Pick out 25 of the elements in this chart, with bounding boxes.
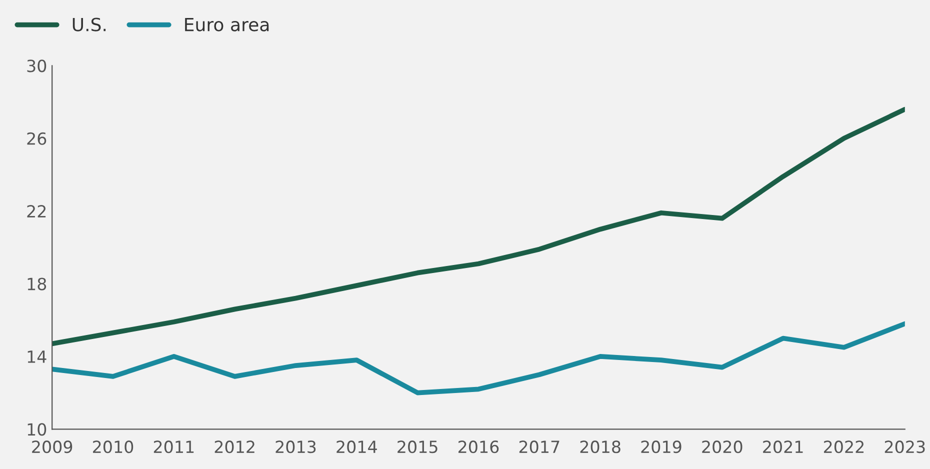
x-tick-label: 2014 xyxy=(336,440,377,454)
legend-label: U.S. xyxy=(72,18,106,32)
legend-label: Euro area xyxy=(185,18,269,32)
x-tick-label: 2015 xyxy=(398,440,438,454)
line-series xyxy=(52,106,905,346)
x-tick-label: 2012 xyxy=(214,440,254,454)
y-tick-label: 30 xyxy=(27,60,46,72)
y-tick-label: 22 xyxy=(27,205,46,218)
x-tick-label: 2010 xyxy=(93,440,134,454)
line-series xyxy=(52,321,905,396)
x-tick-label: 2021 xyxy=(763,440,803,454)
x-tick-label: 2023 xyxy=(884,440,925,454)
y-tick-label: 10 xyxy=(28,423,46,436)
x-tick-label: 2011 xyxy=(154,440,194,454)
x-tick-label: 2020 xyxy=(702,440,742,454)
x-tick-label: 2013 xyxy=(276,440,316,454)
x-tick-label: 2018 xyxy=(580,440,620,454)
x-tick-label: 2019 xyxy=(641,440,682,454)
x-tick-label: 2009 xyxy=(32,440,72,454)
x-tick-label: 2022 xyxy=(824,440,864,454)
x-tick-label: 2017 xyxy=(519,440,560,454)
x-tick-label: 2016 xyxy=(458,440,499,454)
y-tick-label: 26 xyxy=(27,132,46,145)
y-tick-label: 18 xyxy=(28,278,46,290)
y-tick-label: 14 xyxy=(28,350,46,363)
